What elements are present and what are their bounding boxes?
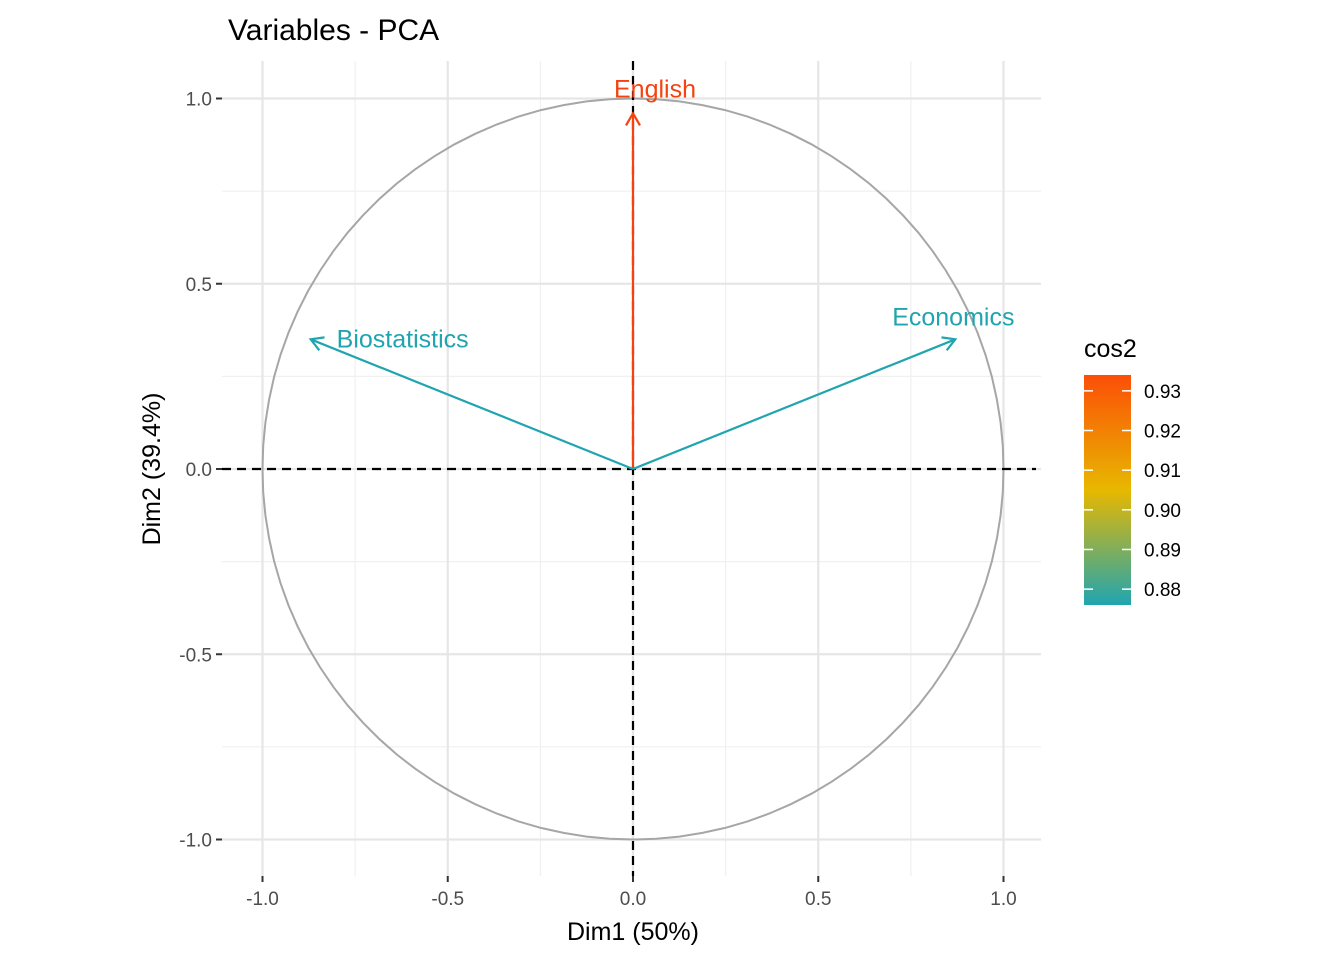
arrow-head-english [625,111,641,126]
x-tick-label: 0.5 [805,889,831,910]
x-tick-label: 1.0 [990,889,1016,910]
variable-label-biostatistics: Biostatistics [337,325,469,353]
legend-tick-label: 0.88 [1144,580,1181,601]
x-tick-label: -1.0 [246,889,279,910]
cos2-legend: cos2 0.93 0.92 0.91 0.90 0.89 0.88 [1084,335,1181,605]
variable-labels: English Economics Biostatistics [337,75,1015,353]
variable-arrows [308,111,958,471]
x-tick-label: -0.5 [431,889,464,910]
legend-tick-label: 0.92 [1144,422,1181,443]
y-tick-label: -1.0 [179,831,212,852]
legend-tick-label: 0.93 [1144,382,1181,403]
variable-arrow-biostatistics [310,338,634,471]
y-tick-label: 0.0 [186,460,212,481]
y-tick-label: 1.0 [186,90,212,111]
y-tick-label: 0.5 [186,275,212,296]
arrow-head-biostatistics [308,336,325,352]
variable-label-economics: Economics [892,303,1014,331]
correlation-circle-layer [261,97,1005,841]
variable-arrow-economics [632,338,956,471]
variable-label-english: English [614,75,696,103]
axes-layer: -1.0 -0.5 0.0 0.5 1.0 -1.0 -0.5 0.0 0.5 1.0 [179,61,1036,910]
x-tick-label: 0.0 [620,889,646,910]
legend-tick-label: 0.89 [1144,540,1181,561]
y-axis-title: Dim2 (39.4%) [138,393,166,546]
arrow-head-economics [941,336,958,352]
legend-tick-label: 0.91 [1144,461,1181,482]
legend-title: cos2 [1084,335,1137,363]
x-axis-title: Dim1 (50%) [567,918,699,946]
legend-tick-label: 0.90 [1144,501,1181,522]
chart-title: Variables - PCA [228,14,439,47]
legend-colorbar [1084,375,1131,605]
correlation-circle [261,97,1005,841]
y-tick-label: -0.5 [179,645,212,666]
